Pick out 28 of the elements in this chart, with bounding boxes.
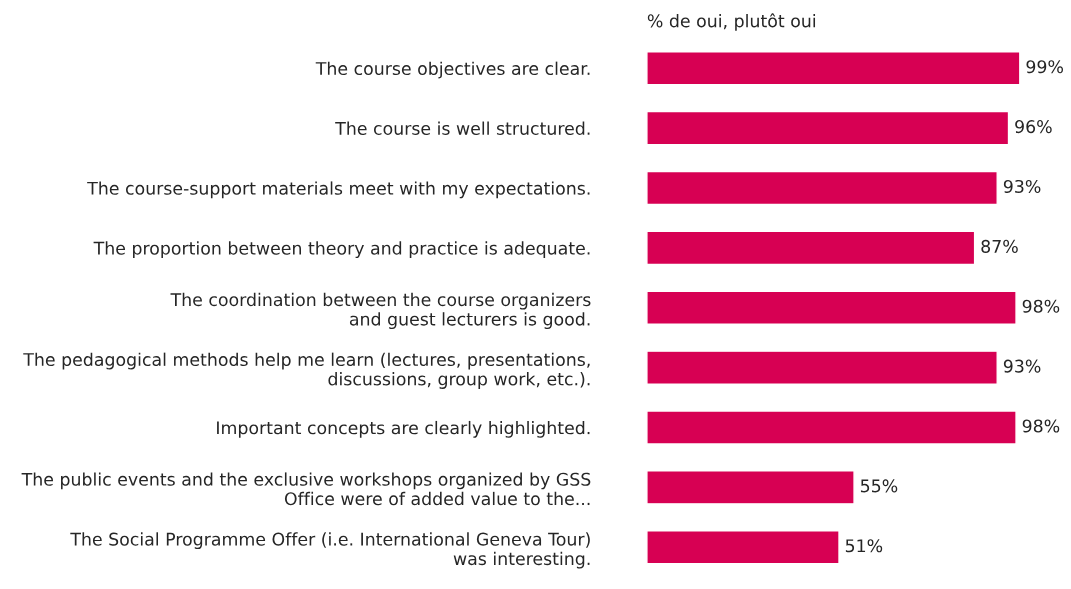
y-tick-label: The proportion between theory and practice is adequate. xyxy=(93,241,590,259)
data-label: 87% xyxy=(981,239,1018,253)
y-tick-label: The course-support materials meet with my expectations. xyxy=(87,181,590,199)
data-label: 93% xyxy=(1003,179,1041,194)
data-label: 96% xyxy=(1015,120,1052,134)
bar xyxy=(646,350,998,385)
bar xyxy=(646,230,976,266)
data-label: 93% xyxy=(1003,359,1041,373)
data-label: 99% xyxy=(1026,60,1064,74)
data-label: 51% xyxy=(845,539,883,553)
bar xyxy=(646,170,998,206)
bar xyxy=(646,110,1010,146)
y-tick-label: Important concepts are clearly highlighted. xyxy=(217,420,590,438)
data-label: 98% xyxy=(1022,299,1060,313)
bar xyxy=(646,530,840,565)
bar xyxy=(646,470,855,505)
y-tick-label: The course objectives are clear. xyxy=(315,61,590,79)
y-tick-label: The course is well structured. xyxy=(335,121,590,135)
chart-title: % de oui, plutôt oui xyxy=(647,13,816,31)
y-tick-label: The coordination between the course organizers and guest lecturers is good. xyxy=(170,292,591,329)
bar xyxy=(646,410,1017,445)
y-tick-label: The Social Programme Offer (i.e. International Geneva Tour) was interesting. xyxy=(70,532,590,569)
y-tick-label: The pedagogical methods help me learn (lectures, presentations, discussions, group work, etc.). xyxy=(23,352,590,389)
data-label: 98% xyxy=(1022,419,1060,433)
y-tick-label: The public events and the exclusive workshops organized by GSS Office were of added value to the... xyxy=(21,472,591,506)
bar xyxy=(646,51,1021,86)
data-label: 55% xyxy=(860,479,898,493)
bar xyxy=(646,290,1017,325)
